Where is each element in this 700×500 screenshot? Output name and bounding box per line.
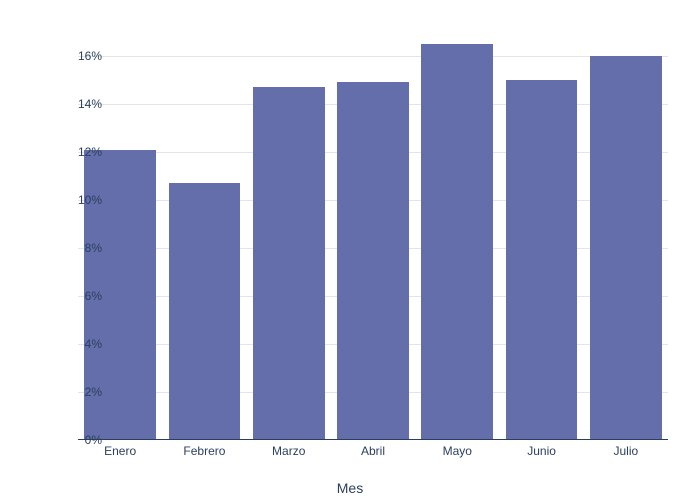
bar [590, 56, 662, 440]
y-tick-label: 10% [62, 193, 102, 207]
x-tick-label: Julio [614, 444, 639, 458]
bars-container [78, 20, 668, 440]
bar [169, 183, 241, 440]
y-tick-label: 14% [62, 97, 102, 111]
y-tick-label: 4% [62, 337, 102, 351]
bar [253, 87, 325, 440]
x-tick-label: Febrero [183, 444, 225, 458]
bar [337, 82, 409, 440]
x-tick-label: Mayo [443, 444, 472, 458]
x-tick-label: Abril [361, 444, 385, 458]
y-tick-label: 16% [62, 49, 102, 63]
y-tick-label: 6% [62, 289, 102, 303]
x-tick-label: Marzo [272, 444, 305, 458]
x-axis-line [78, 439, 668, 440]
bar [506, 80, 578, 440]
x-tick-label: Junio [527, 444, 556, 458]
bar-chart: Porcentaje de casos reportados Mes 0%2%4… [0, 0, 700, 500]
bar [421, 44, 493, 440]
x-tick-label: Enero [104, 444, 136, 458]
y-tick-label: 0% [62, 433, 102, 447]
x-axis-label: Mes [0, 480, 700, 496]
y-tick-label: 12% [62, 145, 102, 159]
y-tick-label: 2% [62, 385, 102, 399]
y-tick-label: 8% [62, 241, 102, 255]
plot-area [78, 20, 668, 440]
